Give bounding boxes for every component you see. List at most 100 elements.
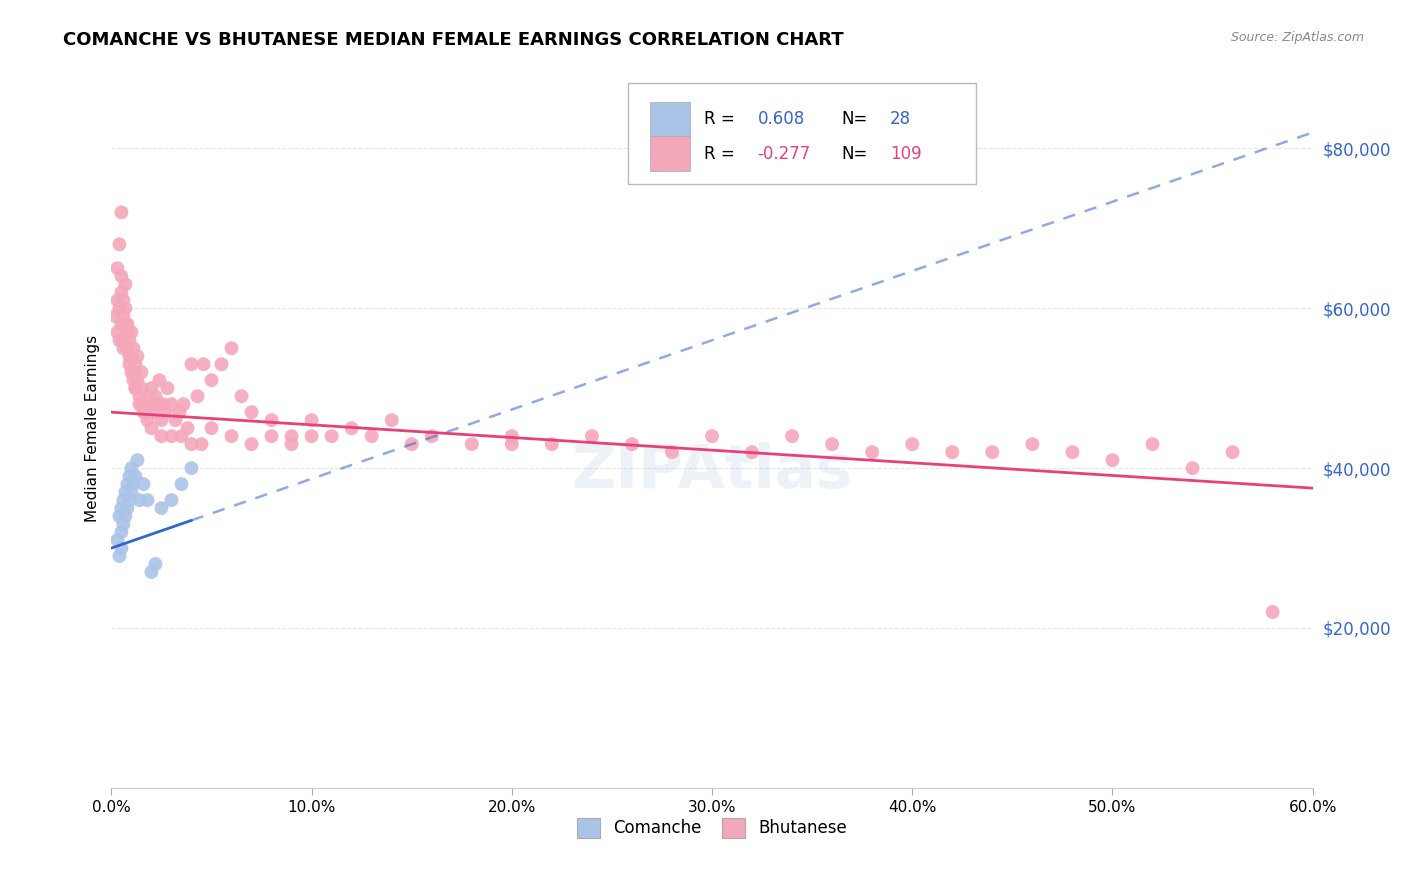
Point [107,325,129,339]
Point [120,325,142,339]
Point [112,333,135,347]
Point [941,445,963,459]
Point [321,429,343,443]
Point [148,373,170,387]
Point [114,318,136,332]
Point [134,405,156,419]
Point [120,461,142,475]
Point [240,437,263,451]
Point [142,405,165,419]
Point [136,389,159,403]
Text: N=: N= [842,111,868,128]
Point [221,429,243,443]
Point [132,405,155,419]
Point [120,365,142,379]
Point [138,397,160,411]
Point [152,397,174,411]
Point [114,301,136,316]
Point [110,269,132,284]
Point [132,477,155,491]
Point [381,413,404,427]
Text: ZIPAtlas: ZIPAtlas [571,442,852,500]
Point [108,549,131,563]
Point [200,373,222,387]
Point [156,381,179,395]
Point [110,205,132,219]
Text: 0.608: 0.608 [758,111,804,128]
Text: N=: N= [842,145,868,163]
Point [741,445,763,459]
Point [107,533,129,547]
Point [110,525,132,540]
FancyBboxPatch shape [628,83,976,184]
Point [186,389,208,403]
Point [117,501,139,516]
Point [176,421,198,435]
Point [118,349,141,363]
Point [108,237,131,252]
Point [122,373,145,387]
Text: R =: R = [703,111,734,128]
Point [104,310,127,324]
Point [118,469,141,483]
Text: R =: R = [703,145,734,163]
Point [401,437,423,451]
Point [122,341,145,355]
Y-axis label: Median Female Earnings: Median Female Earnings [86,334,100,522]
Point [114,485,136,500]
Point [150,429,173,443]
Point [541,437,564,451]
Point [124,381,146,395]
Point [581,429,603,443]
Point [620,437,643,451]
Point [901,437,924,451]
Point [107,261,129,276]
Point [165,413,187,427]
Point [131,381,153,395]
Point [136,413,159,427]
Point [131,365,153,379]
Point [260,429,283,443]
Point [117,477,139,491]
Point [180,437,202,451]
Point [155,405,177,419]
Text: Source: ZipAtlas.com: Source: ZipAtlas.com [1230,31,1364,45]
Point [112,341,135,355]
Point [501,429,523,443]
Point [501,437,523,451]
Point [127,349,149,363]
Point [150,413,173,427]
Point [1261,605,1284,619]
Point [180,461,202,475]
Point [340,421,363,435]
Point [260,413,283,427]
Point [1181,461,1204,475]
Point [141,421,163,435]
Point [231,389,253,403]
Point [128,397,150,411]
Point [221,341,243,355]
FancyBboxPatch shape [650,102,690,136]
Point [118,493,141,508]
Text: -0.277: -0.277 [758,145,811,163]
Point [114,509,136,524]
Point [127,373,149,387]
Point [160,493,183,508]
Point [110,541,132,555]
Point [280,437,302,451]
Point [127,453,149,467]
Point [141,565,163,579]
Point [1021,437,1043,451]
Point [301,413,323,427]
Point [108,509,131,524]
Point [180,357,202,371]
Point [1101,453,1123,467]
Point [124,381,146,395]
Point [110,285,132,300]
Text: 28: 28 [890,111,911,128]
Text: 109: 109 [890,145,921,163]
Point [128,493,150,508]
Point [1142,437,1164,451]
Point [112,293,135,308]
Text: COMANCHE VS BHUTANESE MEDIAN FEMALE EARNINGS CORRELATION CHART: COMANCHE VS BHUTANESE MEDIAN FEMALE EARN… [63,31,844,49]
